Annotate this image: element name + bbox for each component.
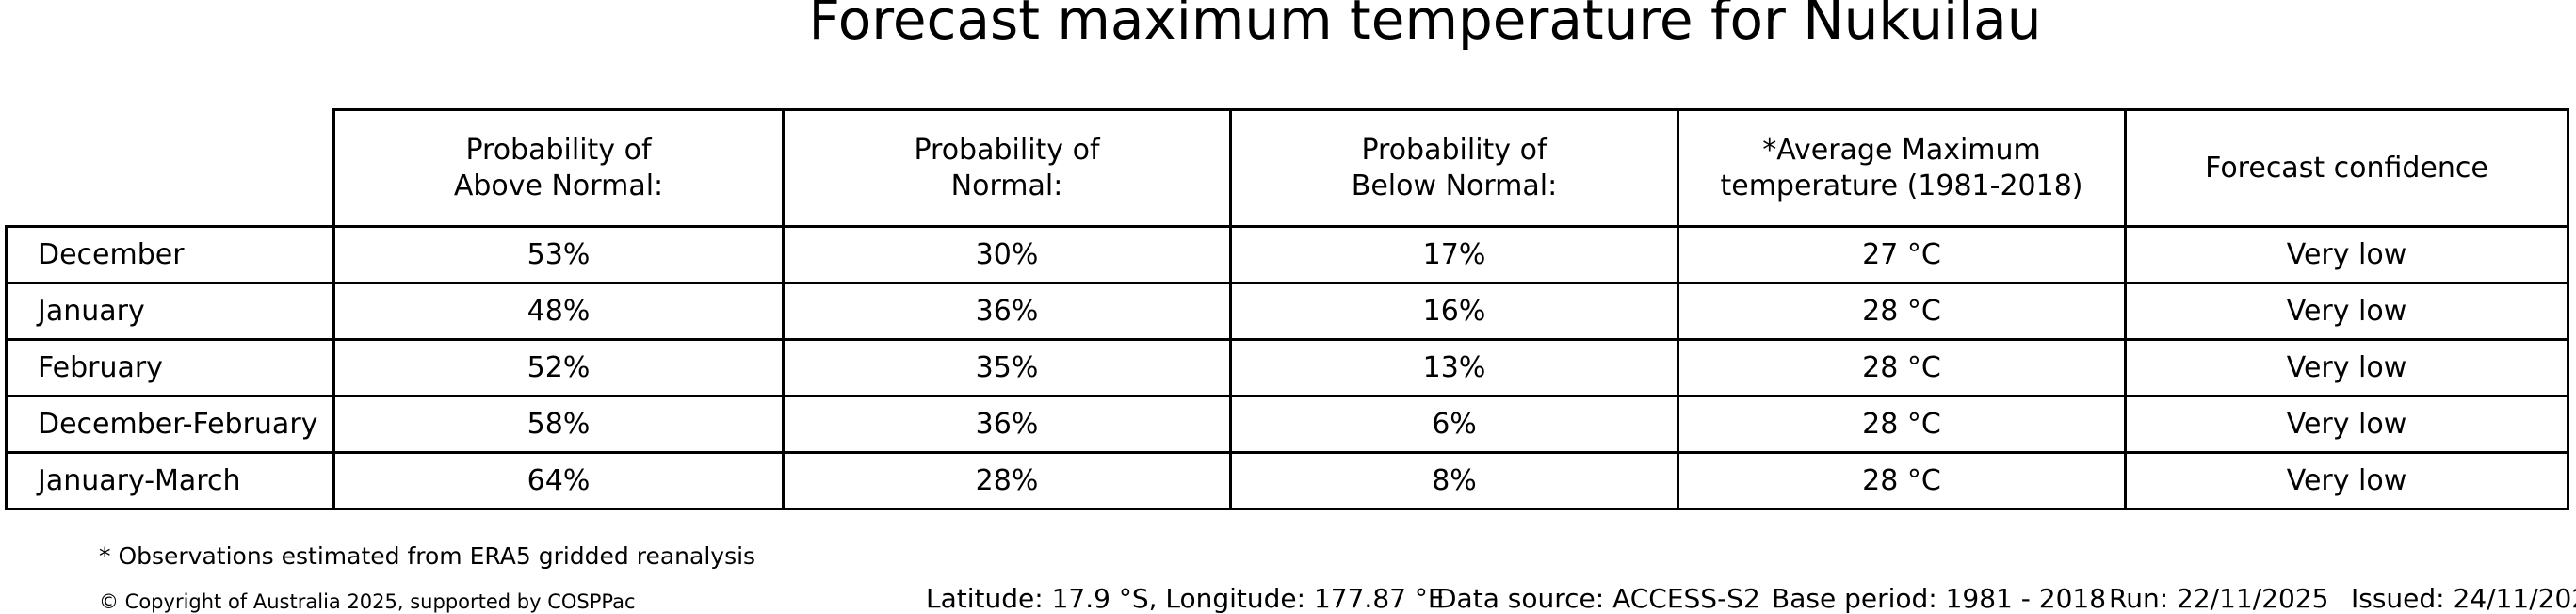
- page-title: Forecast maximum temperature for Nukuila…: [808, 0, 2042, 52]
- row-label: December-February: [5, 395, 335, 454]
- copyright-text: © Copyright of Australia 2025, supported…: [99, 590, 636, 613]
- normal-value: 28%: [782, 451, 1232, 510]
- forecast-confidence-value: Very low: [2124, 282, 2569, 341]
- forecast-confidence-value: Very low: [2124, 225, 2569, 284]
- table-row-january: January 48% 36% 16% 28 °C Very low: [5, 282, 2569, 341]
- table-row-january-march: January-March 64% 28% 8% 28 °C Very low: [5, 451, 2569, 510]
- observations-footnote: * Observations estimated from ERA5 gridd…: [99, 542, 756, 570]
- issued-date-text: Issued: 24/11/2025: [2351, 583, 2576, 614]
- column-header-forecast-confidence: Forecast confidence: [2124, 108, 2569, 228]
- table-row-february: February 52% 35% 13% 28 °C Very low: [5, 338, 2569, 397]
- average-max-temp-value: 28 °C: [1677, 395, 2127, 454]
- above-normal-value: 48%: [332, 282, 785, 341]
- column-header-below-normal: Probability of Below Normal:: [1229, 108, 1679, 228]
- latitude-longitude-text: Latitude: 17.9 °S, Longitude: 177.87 °E: [926, 583, 1445, 614]
- run-date-text: Run: 22/11/2025: [2109, 583, 2329, 614]
- below-normal-value: 16%: [1229, 282, 1679, 341]
- forecast-confidence-value: Very low: [2124, 338, 2569, 397]
- below-normal-value: 8%: [1229, 451, 1679, 510]
- column-header-normal: Probability of Normal:: [782, 108, 1232, 228]
- average-max-temp-value: 28 °C: [1677, 282, 2127, 341]
- table-row-december: December 53% 30% 17% 27 °C Very low: [5, 225, 2569, 284]
- data-source-text: Data source: ACCESS-S2: [1436, 583, 1760, 614]
- row-label: December: [5, 225, 335, 284]
- normal-value: 35%: [782, 338, 1232, 397]
- above-normal-value: 53%: [332, 225, 785, 284]
- normal-value: 36%: [782, 395, 1232, 454]
- row-label: January-March: [5, 451, 335, 510]
- below-normal-value: 6%: [1229, 395, 1679, 454]
- column-header-average-max-temp: *Average Maximum temperature (1981-2018): [1677, 108, 2127, 228]
- above-normal-value: 52%: [332, 338, 785, 397]
- normal-value: 36%: [782, 282, 1232, 341]
- base-period-text: Base period: 1981 - 2018: [1772, 583, 2107, 614]
- average-max-temp-value: 27 °C: [1677, 225, 2127, 284]
- row-label: January: [5, 282, 335, 341]
- row-label: February: [5, 338, 335, 397]
- forecast-confidence-value: Very low: [2124, 395, 2569, 454]
- above-normal-value: 58%: [332, 395, 785, 454]
- forecast-confidence-value: Very low: [2124, 451, 2569, 510]
- normal-value: 30%: [782, 225, 1232, 284]
- average-max-temp-value: 28 °C: [1677, 451, 2127, 510]
- table-row-december-february: December-February 58% 36% 6% 28 °C Very …: [5, 395, 2569, 454]
- table-corner-blank: [7, 110, 334, 227]
- forecast-table: Probability of Above Normal: Probability…: [5, 108, 2569, 510]
- column-header-above-normal: Probability of Above Normal:: [332, 108, 785, 228]
- table-header-row: Probability of Above Normal: Probability…: [7, 108, 2569, 228]
- above-normal-value: 64%: [332, 451, 785, 510]
- below-normal-value: 13%: [1229, 338, 1679, 397]
- average-max-temp-value: 28 °C: [1677, 338, 2127, 397]
- below-normal-value: 17%: [1229, 225, 1679, 284]
